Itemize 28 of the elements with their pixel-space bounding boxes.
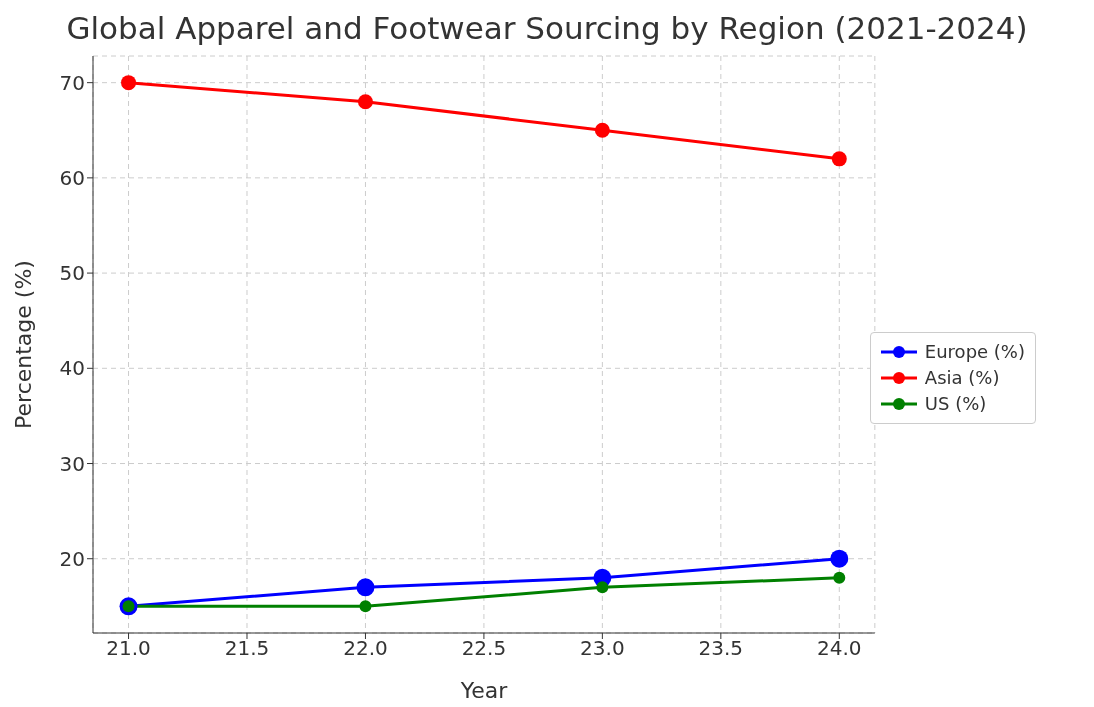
- x-tick-label: 24.0: [817, 636, 862, 661]
- legend-label: Europe (%): [924, 340, 1025, 364]
- y-tick-label: 40: [59, 356, 85, 381]
- x-tick-label: 23.0: [580, 636, 625, 661]
- y-tick-label: 30: [59, 451, 85, 476]
- point: [359, 600, 372, 613]
- x-axis-title: Year: [459, 678, 509, 703]
- x-tick-label: 22.0: [343, 636, 388, 661]
- point: [594, 122, 610, 138]
- x-tick-label: 23.5: [698, 636, 744, 661]
- chart-title: Global Apparel and Footwear Sourcing by Region (2021-2024): [65, 9, 1029, 48]
- y-tick-label: 50: [59, 261, 85, 286]
- point: [833, 571, 846, 584]
- point: [357, 94, 373, 110]
- x-tick-label: 21.5: [224, 636, 270, 661]
- point: [121, 75, 137, 91]
- point: [356, 578, 375, 597]
- point: [830, 549, 849, 568]
- legend-label: Asia (%): [924, 366, 1000, 390]
- point: [596, 581, 609, 594]
- y-tick-label: 60: [59, 165, 85, 190]
- point: [831, 151, 847, 167]
- x-tick-label: 22.5: [461, 636, 507, 661]
- y-tick-label: 20: [59, 546, 85, 571]
- y-axis-title: Percentage (%): [10, 260, 36, 429]
- legend-label: US (%): [924, 392, 987, 416]
- y-tick-label: 70: [59, 70, 85, 95]
- x-tick-label: 21.0: [106, 636, 151, 661]
